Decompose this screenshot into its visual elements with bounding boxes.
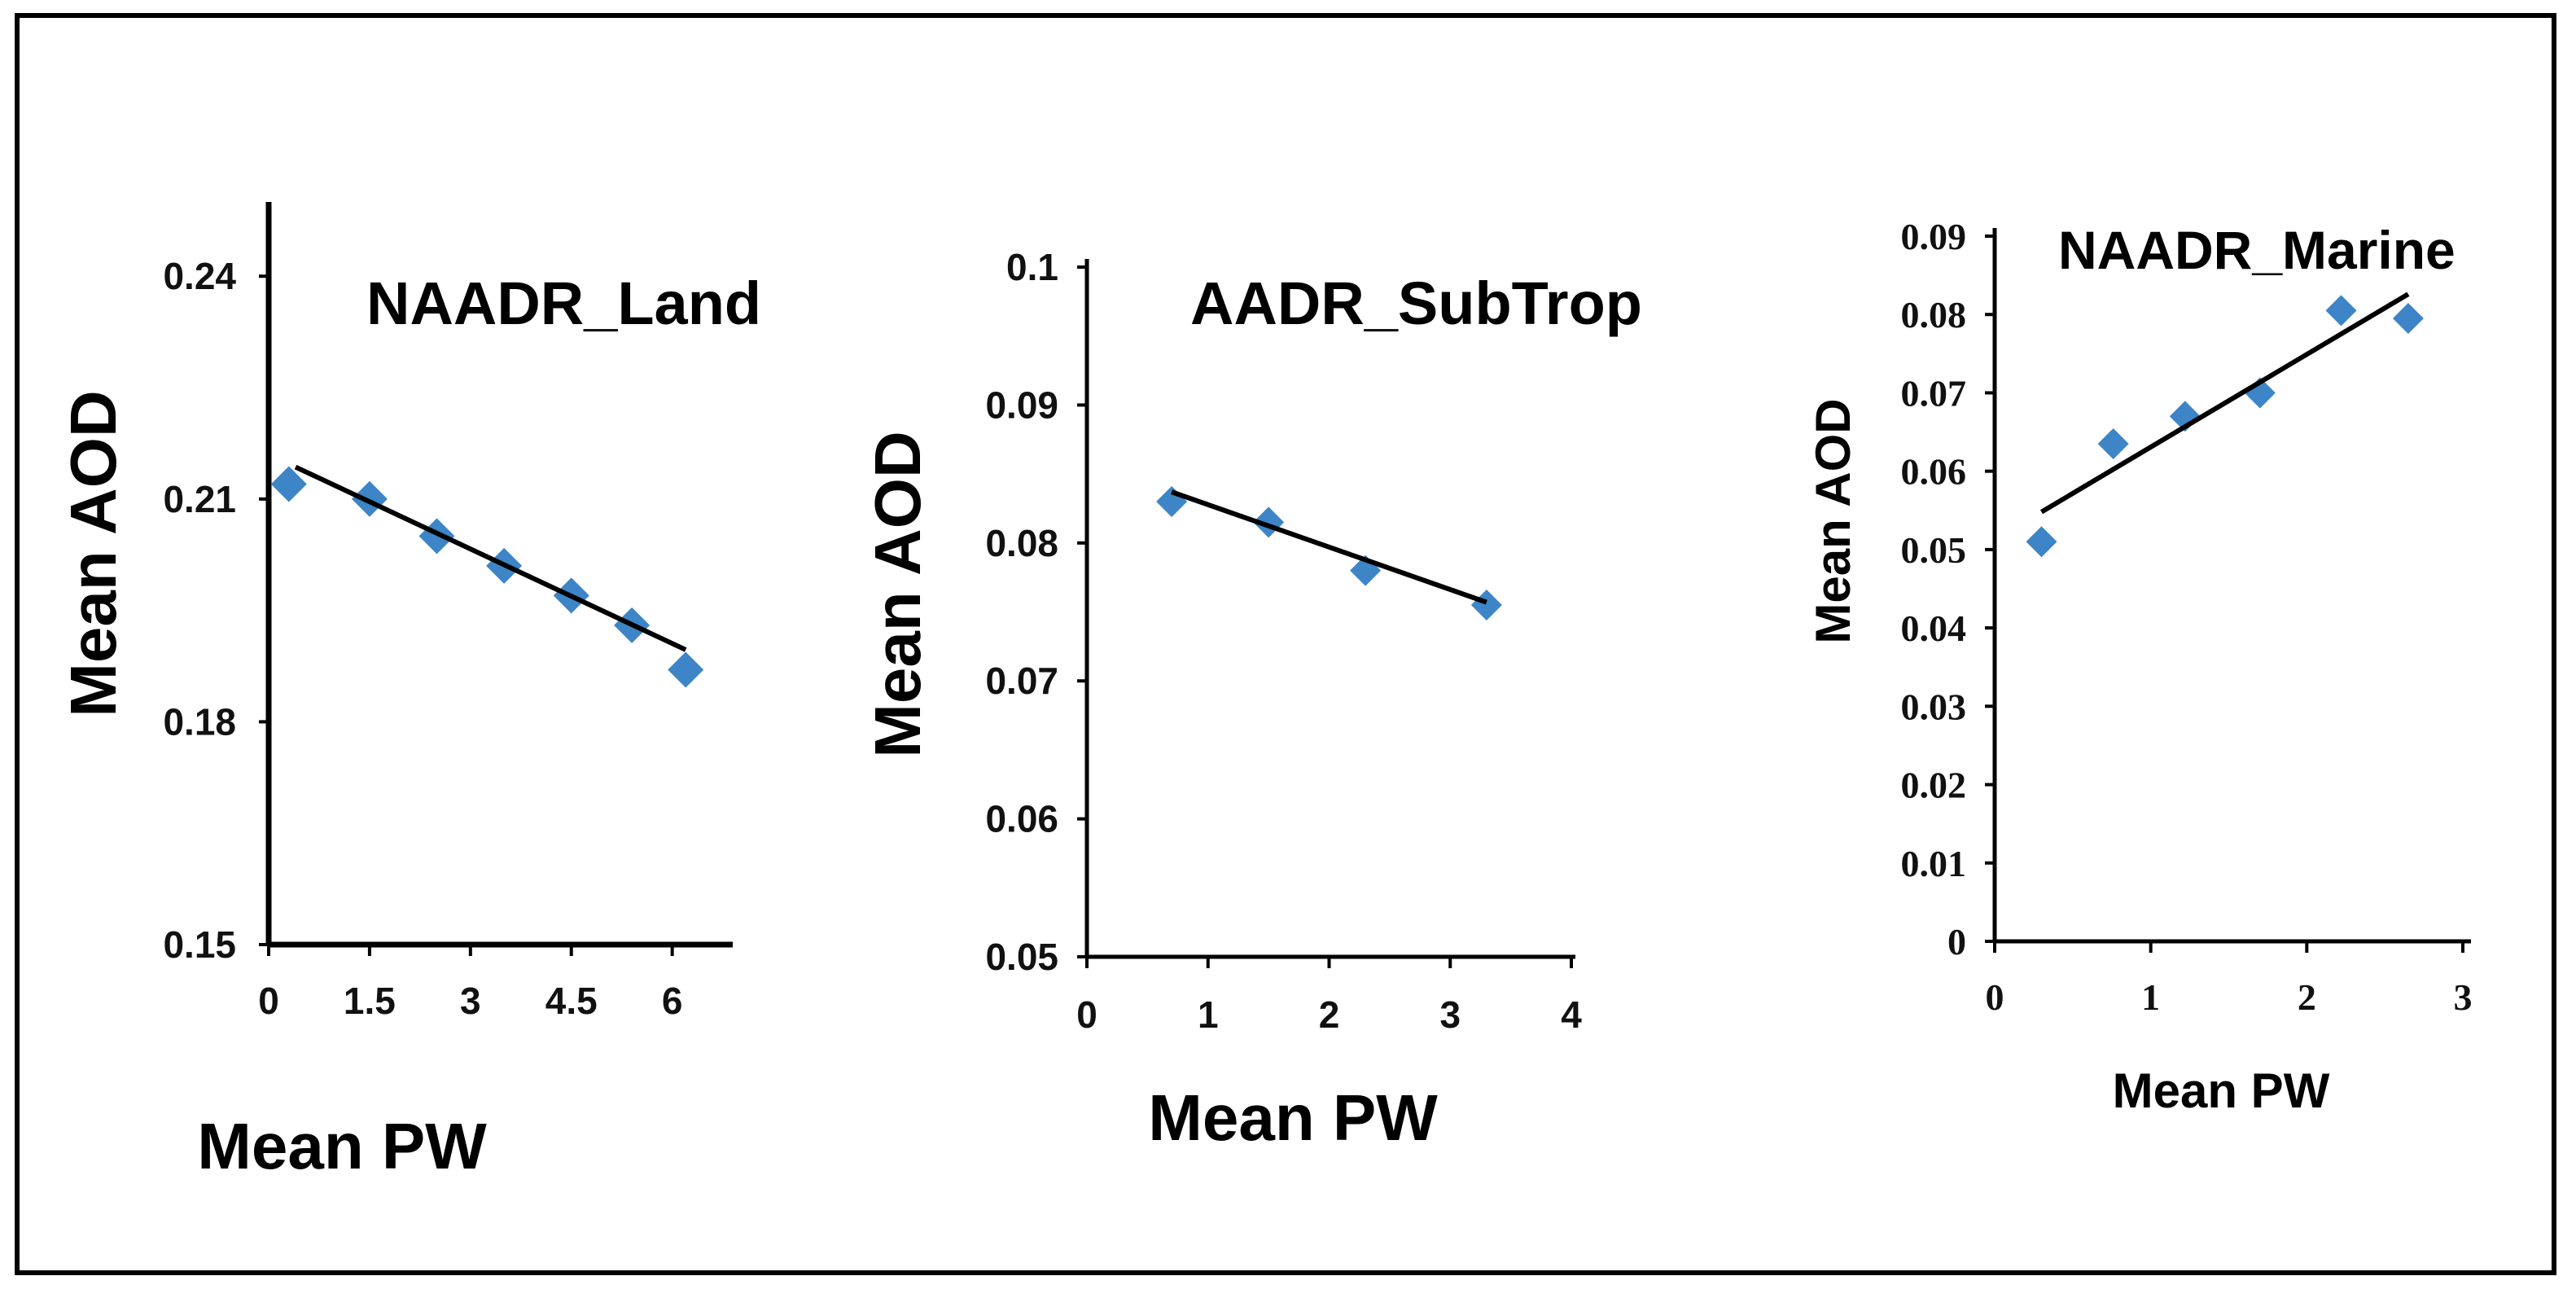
data-point xyxy=(2392,303,2424,335)
data-point xyxy=(668,651,704,688)
y-tick-label: 0.08 xyxy=(1901,294,1967,335)
y-tick-label: 0.07 xyxy=(1901,372,1967,414)
y-tick-label: 0.04 xyxy=(1901,607,1967,649)
y-axis-label: Mean AOD xyxy=(1806,398,1860,643)
trend-line xyxy=(2039,292,2410,515)
chart-title: NAADR_Marine xyxy=(2058,220,2456,280)
chart-naadr-land: NAADR_Land Mean PW Mean AOD 0.15 0.18 0.21… xyxy=(57,202,761,1182)
data-point xyxy=(1156,485,1188,517)
y-tick-label: 0.03 xyxy=(1901,686,1967,727)
x-tick-label: 6 xyxy=(662,980,683,1022)
y-tick-label: 0.18 xyxy=(163,700,236,743)
y-tick-label: 0.05 xyxy=(985,936,1058,978)
x-tick-label: 2 xyxy=(1319,993,1340,1036)
x-tick-label: 3 xyxy=(1439,993,1461,1036)
trend-line xyxy=(1171,489,1487,605)
y-axis-label: Mean AOD xyxy=(861,431,934,758)
x-tick-label: 2 xyxy=(2298,976,2316,1018)
x-tick-label: 3 xyxy=(2454,976,2473,1018)
x-axis-label: Mean PW xyxy=(1148,1081,1438,1154)
figure-frame xyxy=(15,13,2556,1275)
x-tick-label: 3 xyxy=(460,980,481,1022)
x-tick-label: 4 xyxy=(1561,993,1582,1036)
data-points xyxy=(2026,295,2424,558)
data-point xyxy=(418,518,455,555)
x-tick-label: 0 xyxy=(1076,993,1097,1036)
x-axis-label: Mean PW xyxy=(2113,1063,2330,1118)
data-point xyxy=(1470,590,1502,621)
data-point xyxy=(2325,295,2357,327)
y-tick-label: 0.05 xyxy=(1901,529,1967,571)
y-tick-label: 0 xyxy=(1947,921,1966,963)
x-tick-label: 4.5 xyxy=(545,980,598,1022)
chart-title: NAADR_Land xyxy=(366,270,761,337)
x-axis-label: Mean PW xyxy=(197,1110,487,1182)
y-tick-label: 0.21 xyxy=(163,478,236,520)
y-axis-label: Mean AOD xyxy=(57,390,129,717)
tick-labels: 0.05 0.06 0.07 0.08 0.09 0.1 0 1 2 3 4 xyxy=(985,246,1582,1036)
x-tick-label: 1 xyxy=(1198,993,1219,1036)
x-tick-label: 1 xyxy=(2141,976,2160,1018)
y-tick-label: 0.1 xyxy=(1006,246,1058,288)
x-tick-label: 0 xyxy=(1986,976,2004,1018)
y-tick-label: 0.02 xyxy=(1901,765,1967,806)
y-tick-label: 0.01 xyxy=(1901,843,1967,884)
x-tick-label: 0 xyxy=(258,980,279,1022)
y-tick-label: 0.07 xyxy=(985,660,1058,702)
trend-line xyxy=(294,464,687,652)
data-point xyxy=(351,480,388,517)
data-point xyxy=(2026,526,2057,558)
tick-labels: 0.15 0.18 0.21 0.24 0 1.5 3 4.5 6 xyxy=(163,255,682,1022)
data-point xyxy=(2097,428,2129,459)
y-tick-label: 0.15 xyxy=(163,923,236,966)
chart-title: AADR_SubTrop xyxy=(1190,270,1642,337)
y-tick-label: 0.09 xyxy=(985,384,1058,426)
y-tick-label: 0.09 xyxy=(1901,216,1967,257)
y-tick-label: 0.24 xyxy=(163,255,236,297)
chart-aadr-subtrop: AADR_SubTrop Mean PW Mean AOD 0.050.060.… xyxy=(861,246,1642,1154)
data-point xyxy=(270,466,307,502)
y-tick-label: 0.08 xyxy=(985,522,1058,564)
data-points xyxy=(270,466,704,688)
tick-labels: 0 0.01 0.02 0.03 0.04 0.05 0.06 0.07 0.08 0.09 0 1 2… xyxy=(1901,216,2473,1018)
y-tick-label: 0.06 xyxy=(985,798,1058,840)
chart-naadr-marine: NAADR_Marine Mean PW Mean AOD 00.010.020… xyxy=(1806,216,2473,1118)
x-tick-label: 1.5 xyxy=(344,980,396,1022)
y-tick-label: 0.06 xyxy=(1901,451,1967,493)
